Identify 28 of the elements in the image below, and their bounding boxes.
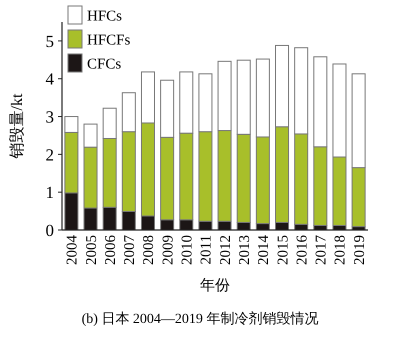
x-tick-label: 2004 [64,234,81,265]
y-tick-label: 5 [46,32,54,51]
x-tick-label: 2017 [314,234,330,265]
text: (b) 日本 2004—2019 年制冷剂销毁情况 [82,311,318,327]
x-tick-label: 2011 [198,235,215,264]
y-tick-label: 4 [46,70,54,89]
legend-label: CFCs [87,56,122,72]
y-tick-label: 1 [46,183,54,202]
x-tick-label: 2014 [256,234,272,265]
x-tick-label: 2019 [352,235,368,265]
x-tick-label: 2013 [236,235,253,265]
y-tick-label: 3 [46,107,54,126]
x-tick-label: 2006 [102,234,119,265]
legend-label: HFCs [87,8,122,24]
x-tick-label: 2005 [84,235,100,265]
y-tick-label: 0 [46,220,54,240]
x-tick-label: 2008 [141,235,158,265]
legend-label: HFCFs [87,32,131,48]
x-tick-label: 2012 [218,235,234,265]
y-axis-title: 销毁量/kt [8,93,26,160]
x-axis-title: 年份 [200,277,230,294]
x-tick-label: 2010 [180,235,196,265]
y-tick-label: 2 [46,145,54,164]
x-tick-label: 2018 [332,235,349,265]
x-tick-label: 2007 [122,234,138,265]
x-tick-label: 2016 [294,234,310,265]
x-tick-label: 2015 [275,235,292,265]
x-tick-label: 2009 [160,235,176,265]
